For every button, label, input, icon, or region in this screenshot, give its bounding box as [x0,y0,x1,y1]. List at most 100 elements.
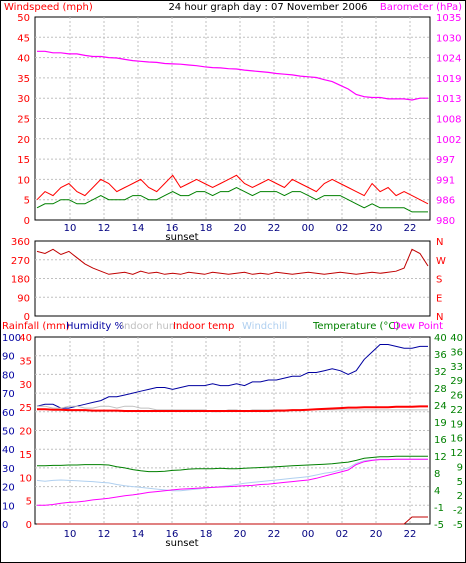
humidity-tick: 100 [2,333,21,344]
humidity-tick: 10 [2,501,15,512]
windspeed-tick: 35 [17,74,30,85]
temperature-right-tick: 12 [450,448,463,459]
direction-tick: 180 [11,275,30,286]
direction-tick: 0 [24,312,30,323]
windspeed-tick: 45 [17,33,30,44]
wind-series [36,50,429,213]
temperature-tick: 24 [434,401,447,412]
barometer-axis: 980 986 991 997 1002 1008 1013 1019 1024 1030 1035 [436,13,461,227]
direction-series [36,248,429,275]
temperature-tick: 12 [434,452,447,463]
temperature-tick: 16 [434,435,447,446]
wind-grid [35,17,430,220]
temperature-right-tick: 16 [450,434,463,445]
direction-tick: 90 [17,293,30,304]
wind-x-tick: 22 [268,223,281,234]
sunset-annotation: sunset [165,232,198,243]
barometer-tick: 1030 [436,33,461,44]
temperature-right-tick: 29 [450,376,463,387]
temp-x-tick: 12 [98,529,111,540]
wind-x-tick: 10 [64,223,77,234]
windspeed-axis-label: Windspeed (mph) [4,2,93,13]
series-humidity [36,344,428,409]
temperature-right-tick: 40 [450,333,463,344]
barometer-tick: 1035 [436,13,461,24]
humidity-tick: 30 [2,464,15,475]
series-windchill [36,458,428,492]
temperature-right-tick: 19 [450,419,463,430]
humidity-label: Humidity % [66,321,124,332]
temp-humidity-panel: 01020304050607080901000510152025303540-5… [2,333,463,549]
windchill-label: Windchill [242,321,287,332]
barometer-tick: 997 [436,155,455,166]
temperature-tick: 40 [434,333,447,344]
temp-x-tick: 20 [370,529,383,540]
direction-tick: 360 [11,237,30,248]
rainfall-label: Rainfall (mm) [2,321,70,332]
compass-tick: N [436,237,443,248]
temperature-tick: 32 [434,367,447,378]
series-temperature [37,455,428,473]
direction-degree-axis: 0 90 180 270 360 [11,237,30,323]
series-rain [37,516,428,525]
series-dewpoint [37,458,428,506]
compass-tick: W [436,256,446,267]
rainfall-tick: 20 [19,427,32,438]
wind-x-tick: 20 [234,223,247,234]
temperature-tick: -5 [434,520,444,531]
temperature-right-tick: 22 [450,405,463,416]
temp-x-tick: 22 [268,529,281,540]
temp-x-tick: 10 [64,529,77,540]
windspeed-tick: 5 [24,196,30,207]
wind-x-tick: 14 [132,223,145,234]
temperature-tick: -1 [434,503,444,514]
windspeed-tick: 30 [17,94,30,105]
series-barometer [37,50,428,101]
series-wind [36,174,429,205]
temperature-right-tick: 33 [450,362,463,373]
temp-x-tick: 14 [132,529,145,540]
barometer-tick: 1008 [436,115,461,126]
wind-x-tick: 16 [166,223,179,234]
rainfall-tick: 25 [19,403,32,414]
rainfall-tick: 5 [26,497,32,508]
humidity-tick: 40 [2,445,15,456]
rainfall-tick: 30 [19,380,32,391]
temp-x-axis: 10 12 14 16 18 20 22 00 02 20 22 [64,529,417,540]
wind-x-tick: 00 [302,223,315,234]
wind-x-axis: 10 12 14 16 18 20 22 00 02 20 22 [64,223,417,234]
barometer-tick: 1013 [436,94,461,105]
temp-series [36,344,428,525]
temperature-right-tick: 2 [457,491,463,502]
series-indoor_temp [37,405,428,412]
temperature-right-tick: 5 [457,477,463,488]
windspeed-tick: 0 [24,216,30,227]
wind-x-tick: 22 [404,223,417,234]
barometer-axis-label: Barometer (hPa) [380,2,462,13]
temp-x-tick: 22 [404,529,417,540]
wind-x-tick: 12 [98,223,111,234]
compass-tick: S [436,275,442,286]
temp-x-tick: 00 [302,529,315,540]
rainfall-tick: 10 [19,473,32,484]
chart-title: 24 hour graph day : 07 November 2006 [168,2,367,13]
series-avgwind [36,186,428,213]
windspeed-tick: 40 [17,54,30,65]
rainfall-tick: 0 [26,520,32,531]
barometer-tick: 986 [436,196,455,207]
windspeed-tick: 10 [17,175,30,186]
temperature-right-tick: -5 [453,520,463,531]
temperature-right-tick: 9 [457,462,463,473]
windspeed-tick: 20 [17,135,30,146]
compass-tick: E [436,293,442,304]
temp-x-tick: 16 [166,529,179,540]
temp-x-tick: 20 [234,529,247,540]
indoor-hum-label: Indoor hum [121,321,179,332]
temp-x-tick: 02 [336,529,349,540]
temperature-right-tick: -2 [453,506,463,517]
temperature-right-tick: 26 [450,391,463,402]
temperature-tick: 36 [434,350,447,361]
